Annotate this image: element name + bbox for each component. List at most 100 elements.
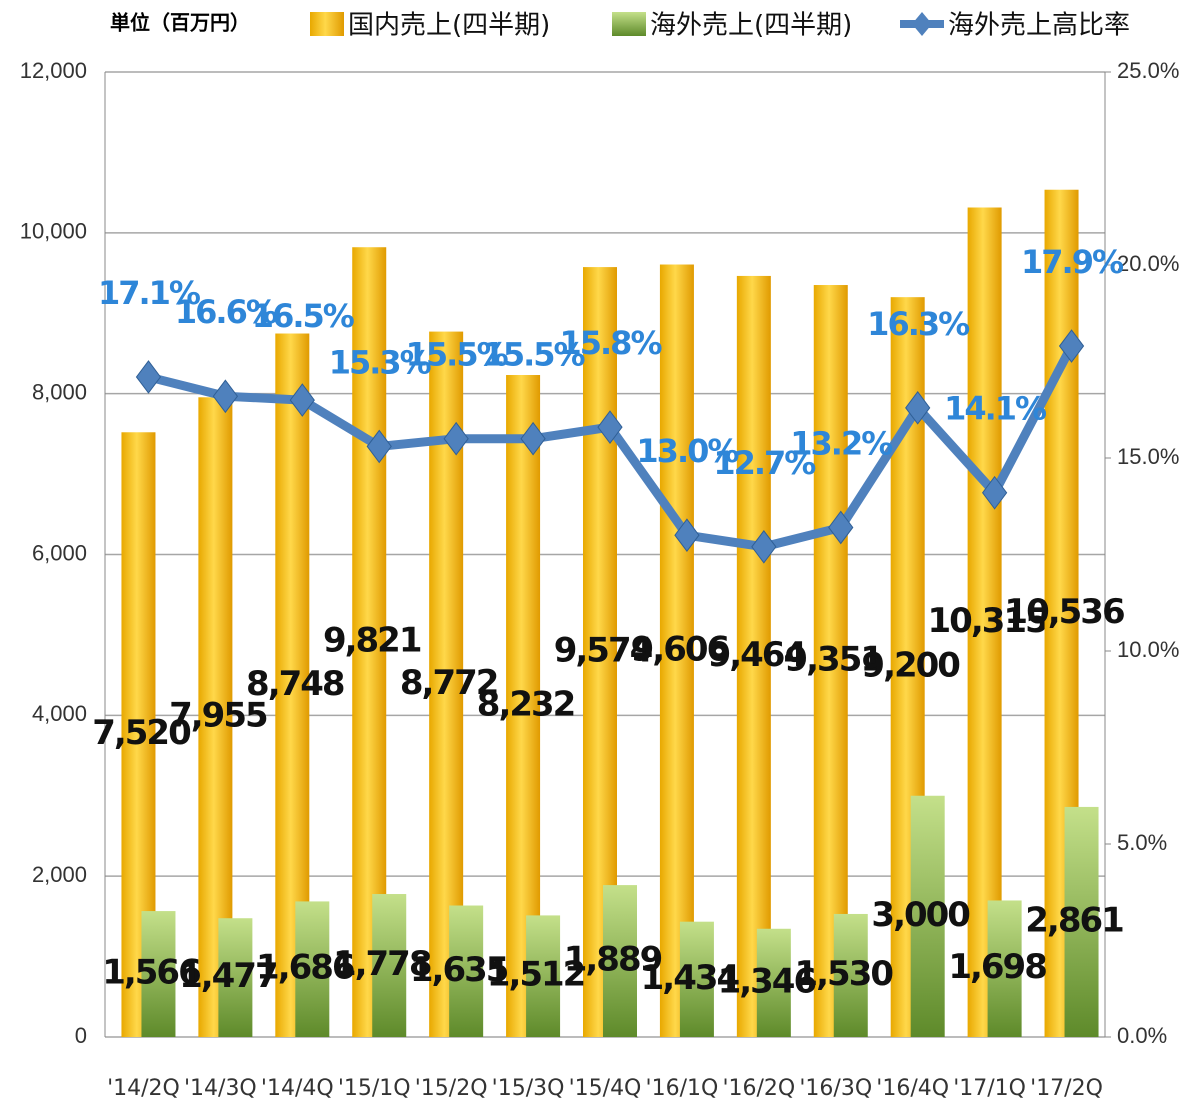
data-label: 9,464: [708, 635, 807, 675]
bar: [910, 795, 945, 1037]
legend-swatch: [612, 12, 646, 36]
data-label: 16.3%: [867, 305, 970, 343]
data-label: 9,351: [784, 640, 882, 680]
x-tick-label: '15/4Q: [569, 1076, 642, 1101]
data-label: 7,520: [92, 713, 191, 753]
bar: [295, 901, 330, 1037]
data-label: 13.0%: [636, 432, 739, 470]
data-label: 15.8%: [559, 324, 662, 362]
data-label: 1,346: [718, 961, 816, 1001]
x-tick-label: '16/3Q: [799, 1076, 872, 1101]
marker: [597, 410, 623, 444]
data-label: 9,606: [631, 629, 729, 669]
x-tick-label: '14/4Q: [261, 1076, 334, 1101]
marker: [443, 421, 469, 456]
bar: [756, 928, 791, 1037]
data-label: 2,861: [1025, 900, 1123, 940]
data-label: 9,200: [861, 646, 960, 686]
bar: [659, 264, 694, 1038]
data-label: 8,232: [477, 685, 575, 725]
data-label: 10,536: [1004, 592, 1124, 632]
data-label: 1,477: [179, 956, 277, 996]
marker: [981, 475, 1008, 510]
y2-tick-label: 15.0%: [1117, 444, 1179, 469]
bar: [526, 915, 561, 1037]
data-label: 8,748: [246, 664, 344, 704]
legend-swatch: [310, 12, 344, 36]
marker: [520, 421, 546, 456]
data-label: 1,566: [102, 953, 200, 993]
marker: [751, 529, 777, 564]
x-tick-label: '15/3Q: [492, 1076, 565, 1101]
x-tick-label: '15/1Q: [338, 1076, 411, 1101]
data-label: 8,772: [400, 663, 498, 703]
data-label: 15.5%: [483, 336, 586, 374]
y-tick-label: 6,000: [32, 540, 87, 565]
marker: [289, 383, 315, 417]
data-label: 9,821: [323, 621, 421, 661]
x-tick-label: '16/2Q: [722, 1076, 795, 1101]
data-label: 1,889: [564, 940, 662, 980]
bar: [833, 913, 868, 1037]
x-tick-label: '16/1Q: [646, 1076, 719, 1101]
bar: [987, 900, 1022, 1037]
data-label: 17.9%: [1021, 243, 1124, 281]
bar: [141, 911, 176, 1037]
marker: [1058, 329, 1085, 363]
bar: [449, 905, 484, 1037]
bar: [372, 894, 407, 1037]
marker: [905, 390, 931, 425]
data-label: 12.7%: [713, 444, 816, 482]
legend-label: 海外売上高比率: [948, 11, 1130, 41]
data-label: 1,686: [256, 948, 354, 988]
data-label: 7,955: [169, 696, 267, 736]
legend-swatch: [912, 12, 932, 36]
marker: [212, 379, 239, 414]
bar: [736, 275, 771, 1038]
y-tick-label: 2,000: [32, 862, 87, 887]
y2-tick-label: 25.0%: [1117, 58, 1179, 83]
marker: [135, 360, 162, 394]
x-tick-label: '17/2Q: [1030, 1076, 1103, 1101]
bar: [1064, 806, 1099, 1037]
y-tick-label: 4,000: [32, 701, 87, 726]
y2-tick-label: 0.0%: [1117, 1023, 1167, 1048]
data-label: 3,000: [871, 895, 970, 935]
marker: [828, 510, 854, 545]
unit-label: 単位（百万円）: [110, 11, 250, 35]
bar: [603, 885, 637, 1037]
data-label: 1,698: [948, 947, 1046, 987]
data-label: 17.1%: [98, 274, 201, 312]
bar: [679, 921, 714, 1037]
data-label: 1,530: [794, 954, 893, 994]
data-label: 1,512: [487, 955, 585, 995]
y-tick-label: 12,000: [20, 58, 87, 83]
data-label: 1,434: [641, 958, 740, 998]
data-label: 16.6%: [175, 293, 278, 331]
y-tick-label: 8,000: [32, 379, 87, 404]
data-label: 15.3%: [329, 343, 432, 381]
bar: [218, 918, 253, 1037]
data-label: 1,635: [410, 950, 508, 990]
y2-tick-label: 20.0%: [1117, 251, 1179, 276]
y-tick-label: 10,000: [20, 219, 87, 244]
x-tick-label: '15/2Q: [415, 1076, 488, 1101]
x-tick-label: '14/2Q: [107, 1076, 180, 1101]
data-label: 15.5%: [406, 336, 509, 374]
data-label: 13.2%: [790, 424, 893, 462]
marker: [674, 518, 700, 553]
y2-tick-label: 5.0%: [1117, 830, 1167, 855]
data-label: 10,315: [928, 601, 1048, 641]
x-tick-label: '14/3Q: [184, 1076, 257, 1101]
bar: [813, 285, 848, 1037]
data-label: 9,574: [554, 631, 653, 671]
x-tick-label: '16/4Q: [876, 1076, 949, 1101]
x-tick-label: '17/1Q: [953, 1076, 1026, 1101]
bar: [967, 207, 1002, 1038]
y-tick-label: 0: [75, 1023, 87, 1048]
legend-label: 海外売上(四半期): [650, 11, 852, 41]
legend-label: 国内売上(四半期): [348, 11, 550, 41]
data-label: 1,778: [333, 944, 431, 984]
data-label: 14.1%: [944, 390, 1047, 428]
